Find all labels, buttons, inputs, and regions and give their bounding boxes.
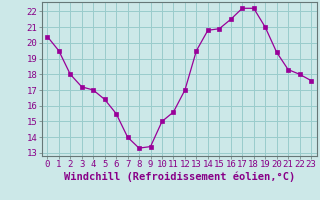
X-axis label: Windchill (Refroidissement éolien,°C): Windchill (Refroidissement éolien,°C) [64,172,295,182]
